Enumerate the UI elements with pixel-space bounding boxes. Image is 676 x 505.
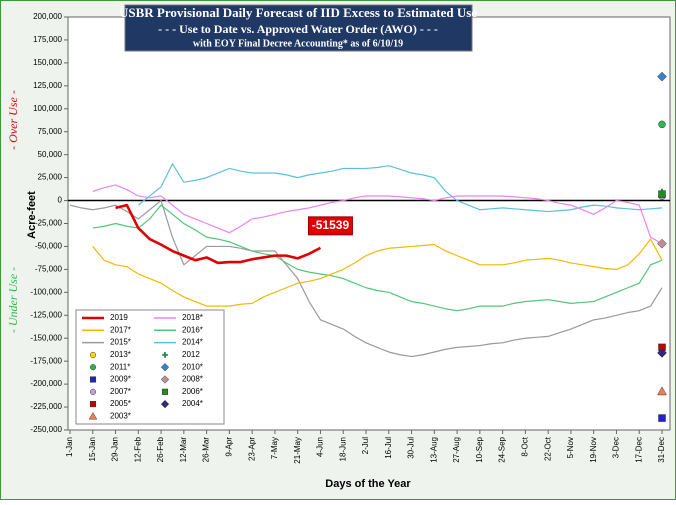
y-tick-label: 175,000	[33, 35, 62, 44]
legend-label: 2016*	[182, 325, 203, 334]
legend-label: 2010*	[182, 362, 203, 371]
y-tick-label: -25,000	[35, 219, 63, 228]
legend-box	[75, 309, 225, 425]
x-tick-label: 12-Mar	[179, 437, 188, 463]
end-marker	[657, 238, 667, 249]
x-tick-label: 10-Sep	[475, 436, 484, 462]
legend-label: 2015*	[110, 338, 131, 347]
x-tick-label: 31-Dec	[657, 437, 666, 463]
legend-label: 2019	[110, 313, 128, 322]
x-tick-label: 2-Jul	[361, 437, 370, 455]
x-tick-label: 30-Jul	[407, 437, 416, 459]
x-tick-label: 4-Jun	[316, 437, 325, 457]
y-tick-label: -250,000	[30, 425, 62, 434]
y-tick-label: 50,000	[38, 150, 63, 159]
x-axis-title: Days of the Year	[325, 478, 411, 490]
end-marker	[657, 348, 667, 358]
x-tick-label: 1-Jan	[65, 437, 74, 457]
end-marker	[657, 71, 667, 82]
chart-title: - - - Use to Date vs. Approved Water Ord…	[158, 22, 438, 36]
end-marker	[657, 386, 667, 396]
x-tick-label: 7-May	[270, 437, 279, 459]
legend-label: 2006*	[182, 387, 203, 396]
y-tick-label: 200,000	[33, 12, 62, 21]
legend-swatch	[89, 401, 97, 408]
x-tick-label: 13-Aug	[429, 437, 438, 463]
legend-swatch	[89, 376, 97, 383]
legend-label: 2009*	[110, 375, 131, 384]
end-marker	[658, 414, 666, 422]
legend-label: 2007*	[110, 387, 131, 396]
series-line	[92, 238, 663, 307]
x-tick-label: 26-Feb	[156, 436, 165, 462]
legend-swatch	[162, 352, 168, 358]
y-tick-label: 75,000	[38, 127, 63, 136]
x-tick-label: 12-Feb	[133, 436, 142, 462]
x-tick-label: 5-Nov	[566, 437, 575, 458]
x-tick-label: 9-Apr	[224, 437, 233, 457]
y-tick-label: 125,000	[33, 81, 62, 90]
chart-title: USBR Provisional Daily Forecast of IID E…	[119, 5, 477, 20]
series-line	[137, 163, 663, 213]
x-tick-label: 3-Dec	[612, 437, 621, 458]
legend-swatch	[89, 388, 97, 395]
under-use-label: - Under Use -	[6, 267, 20, 333]
y-tick-label: -125,000	[30, 310, 62, 319]
legend-label: 2005*	[110, 399, 131, 408]
x-tick-label: 19-Nov	[589, 437, 598, 463]
legend-swatch	[160, 375, 170, 384]
legend-swatch	[160, 399, 170, 409]
legend-label: 2011*	[110, 362, 130, 371]
series-line	[115, 203, 322, 265]
legend-swatch	[160, 363, 170, 372]
legend-swatch	[161, 388, 169, 395]
chart-title: with EOY Final Decree Accounting* as of …	[193, 38, 403, 49]
y-tick-label: -150,000	[30, 333, 62, 342]
title-box	[124, 4, 473, 52]
y-tick-label: 25,000	[38, 173, 63, 182]
y-tick-label: 0	[58, 196, 63, 205]
y-tick-label: -50,000	[35, 242, 63, 251]
y-tick-label: -175,000	[30, 356, 62, 365]
legend-label: 2004*	[182, 399, 203, 408]
y-axis-title: Acre-feet	[26, 191, 38, 239]
x-tick-label: 26-Mar	[202, 437, 211, 463]
x-tick-label: 23-Apr	[247, 437, 256, 461]
y-tick-label: -100,000	[30, 287, 62, 296]
legend-label: 2018*	[182, 313, 203, 322]
y-tick-label: -225,000	[30, 402, 62, 411]
legend-label: 2012	[182, 350, 200, 359]
legend-swatch	[88, 412, 98, 420]
y-tick-label: -200,000	[30, 379, 62, 388]
legend-swatch	[89, 364, 97, 371]
x-tick-label: 15-Jan	[88, 437, 97, 461]
y-tick-label: 150,000	[33, 58, 62, 67]
x-tick-label: 18-Jun	[338, 437, 347, 461]
end-marker	[658, 190, 666, 198]
y-tick-label: 100,000	[33, 104, 62, 113]
legend-label: 2014*	[182, 338, 203, 347]
value-label: -51539	[312, 218, 350, 232]
series-line	[92, 184, 663, 245]
y-tick-label: -75,000	[35, 264, 63, 273]
legend-swatch	[89, 351, 97, 358]
series-line	[69, 199, 663, 358]
x-tick-label: 22-Oct	[543, 436, 552, 461]
legend-label: 2013*	[110, 350, 131, 359]
x-tick-label: 21-May	[293, 437, 302, 464]
series-line	[92, 204, 663, 312]
x-tick-label: 27-Aug	[452, 437, 461, 463]
over-use-label: - Over Use -	[6, 90, 20, 150]
legend-label: 2003*	[110, 412, 131, 421]
legend-label: 2017*	[110, 325, 131, 334]
value-label-box	[307, 216, 353, 236]
end-marker	[658, 120, 666, 129]
legend-label: 2008*	[182, 375, 203, 384]
x-tick-label: 29-Jan	[111, 437, 120, 461]
x-tick-label: 17-Dec	[634, 437, 643, 463]
x-tick-label: 8-Oct	[520, 436, 529, 456]
x-tick-label: 16-Jul	[384, 437, 393, 459]
x-tick-label: 24-Sep	[498, 436, 507, 462]
